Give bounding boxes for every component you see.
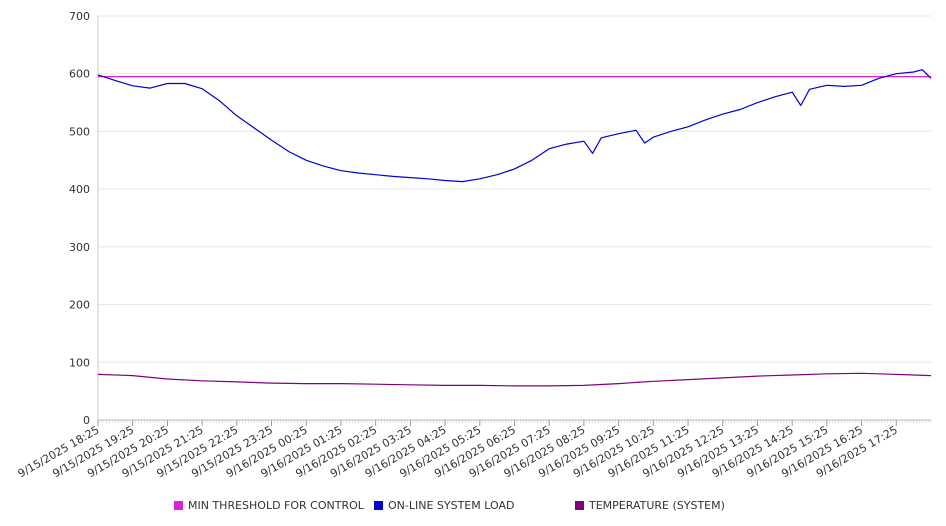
legend-label-temperature: TEMPERATURE (SYSTEM) bbox=[589, 499, 725, 512]
legend-swatch-temperature bbox=[575, 501, 584, 510]
y-tick-label: 100 bbox=[69, 356, 90, 369]
legend-item-threshold[interactable]: MIN THRESHOLD FOR CONTROL bbox=[174, 499, 364, 512]
legend-swatch-threshold bbox=[174, 501, 183, 510]
system-load-line bbox=[97, 69, 932, 183]
y-tick-label: 400 bbox=[69, 183, 90, 196]
legend: MIN THRESHOLD FOR CONTROL ON-LINE SYSTEM… bbox=[174, 499, 874, 513]
legend-item-temperature[interactable]: TEMPERATURE (SYSTEM) bbox=[575, 499, 725, 512]
y-tick-label: 600 bbox=[69, 68, 90, 81]
y-tick-label: 500 bbox=[69, 125, 90, 138]
gridlines bbox=[98, 15, 931, 363]
y-tick-label: 200 bbox=[69, 299, 90, 312]
x-axis: 9/15/2025 18:259/15/2025 19:259/15/2025 … bbox=[16, 419, 932, 480]
legend-swatch-system-load bbox=[374, 501, 383, 510]
y-tick-label: 300 bbox=[69, 241, 90, 254]
series-lines bbox=[97, 69, 932, 387]
y-tick-label: 700 bbox=[69, 10, 90, 23]
temperature-line bbox=[97, 372, 932, 387]
y-tick-label: 0 bbox=[83, 414, 90, 427]
y-axis: 0 100 200 300 400 500 600 700 bbox=[69, 10, 99, 427]
legend-item-system-load[interactable]: ON-LINE SYSTEM LOAD bbox=[374, 499, 514, 512]
legend-label-system-load: ON-LINE SYSTEM LOAD bbox=[388, 499, 515, 512]
legend-label-threshold: MIN THRESHOLD FOR CONTROL bbox=[188, 499, 364, 512]
